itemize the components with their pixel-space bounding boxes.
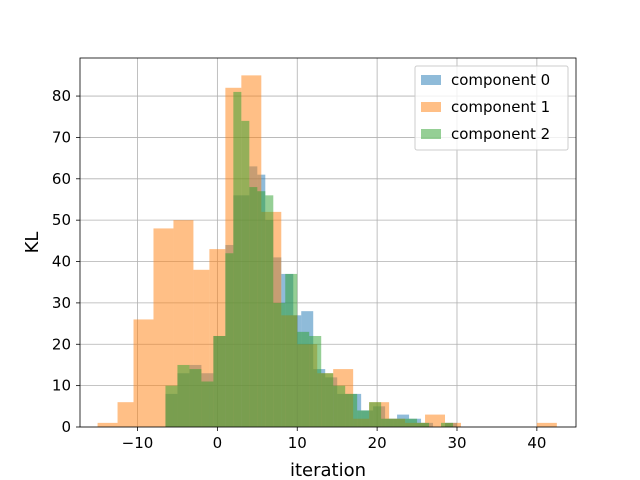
legend-item-2: component 2 xyxy=(421,125,550,143)
y-tick-label-7: 70 xyxy=(52,128,71,146)
legend-item-1: component 1 xyxy=(421,98,550,116)
plot-frame xyxy=(79,57,577,428)
bar-series-2-bin-19 xyxy=(369,402,382,427)
x-tick-label-3: 20 xyxy=(368,434,387,452)
y-tick-label-0: 0 xyxy=(61,418,71,436)
bar-series-2-bin-7 xyxy=(241,120,250,428)
legend-frame xyxy=(414,65,569,151)
bar-series-2-bin-16 xyxy=(333,385,346,427)
bar-series-1-bin-18 xyxy=(425,414,446,427)
y-tick-label-5: 50 xyxy=(52,211,71,229)
bar-series-2-bin-13 xyxy=(297,331,310,427)
axes xyxy=(79,57,577,428)
bar-series-2-bin-4 xyxy=(213,335,226,427)
bar-series-2-bin-9 xyxy=(257,191,266,427)
bar-series-2-bin-1 xyxy=(177,364,190,427)
bar-series-2-bin-2 xyxy=(189,369,202,427)
y-tick-label-2: 20 xyxy=(52,335,71,353)
x-tick-label-1: 0 xyxy=(213,434,223,452)
y-tick-label-4: 40 xyxy=(52,253,71,271)
bar-series-2-bin-22 xyxy=(405,418,418,427)
bar-series-2-bin-20 xyxy=(381,418,394,427)
legend-label-2: component 2 xyxy=(451,125,550,143)
bar-series-2-bin-5 xyxy=(225,253,234,427)
bar-series-2-bin-8 xyxy=(249,187,258,427)
y-tick-label-3: 30 xyxy=(52,294,71,312)
x-tick-label-5: 40 xyxy=(527,434,546,452)
y-tick-label-6: 60 xyxy=(52,170,71,188)
legend-label-0: component 0 xyxy=(451,71,550,89)
y-tick-label-8: 80 xyxy=(52,87,71,105)
histogram-bars xyxy=(97,75,557,428)
bar-series-1-bin-0 xyxy=(97,422,118,427)
y-tick-label-1: 10 xyxy=(52,377,71,395)
bar-series-2-bin-24 xyxy=(441,422,453,427)
bar-series-1-bin-2 xyxy=(133,319,154,427)
legend-item-0: component 0 xyxy=(421,71,550,89)
bar-series-2-bin-6 xyxy=(233,91,242,428)
bar-series-2-bin-17 xyxy=(345,393,358,427)
bar-series-1-bin-1 xyxy=(117,402,134,427)
bar-series-2-bin-14 xyxy=(309,335,322,427)
y-axis-label: KL xyxy=(22,232,43,254)
bar-series-1-bin-20 xyxy=(536,422,557,427)
legend: component 0 component 1 component 2 xyxy=(414,65,569,151)
x-axis-label: iteration xyxy=(290,460,366,480)
bar-series-2-bin-3 xyxy=(201,381,214,427)
bar-series-1-bin-3 xyxy=(153,228,174,427)
legend-swatch-0 xyxy=(421,75,441,85)
bar-series-2-bin-21 xyxy=(393,418,406,427)
legend-label-1: component 1 xyxy=(451,98,550,116)
bar-series-2-bin-0 xyxy=(165,385,178,427)
bar-series-2-bin-18 xyxy=(357,410,370,427)
bar-series-2-bin-12 xyxy=(285,273,298,427)
bar-series-2-bin-15 xyxy=(321,373,334,427)
x-tick-label-0: −10 xyxy=(122,434,154,452)
x-tick-label-2: 10 xyxy=(288,434,307,452)
legend-swatch-2 xyxy=(421,129,441,139)
x-tick-label-4: 30 xyxy=(447,434,466,452)
tick-labels: −10 0 10 20 30 40 0 10 20 30 40 50 60 70 80 xyxy=(52,87,547,452)
bar-series-2-bin-23 xyxy=(417,422,430,427)
series-2-bars xyxy=(165,91,453,428)
bar-series-2-bin-10 xyxy=(265,195,274,427)
bar-series-2-bin-11 xyxy=(273,302,286,427)
legend-swatch-1 xyxy=(421,102,441,112)
